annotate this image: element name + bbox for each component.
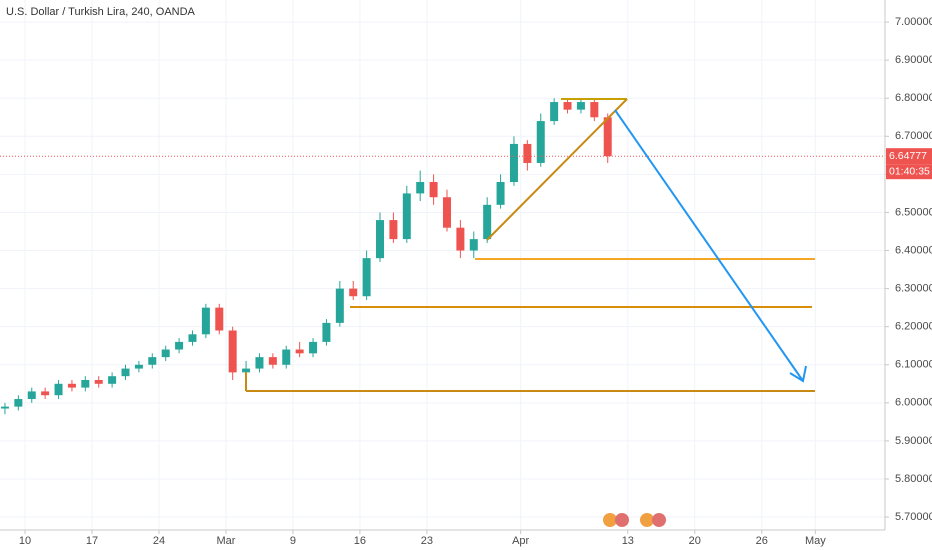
x-tick-label: 23 bbox=[421, 535, 433, 547]
x-tick-label: Apr bbox=[512, 535, 529, 547]
candle-body bbox=[456, 227, 465, 251]
x-tick-label: 13 bbox=[622, 535, 634, 547]
candle-body bbox=[242, 368, 251, 373]
grid bbox=[0, 0, 885, 530]
candle-body bbox=[228, 330, 237, 373]
arrow-head bbox=[789, 365, 807, 383]
drawings bbox=[245, 98, 815, 392]
candle-body bbox=[134, 364, 143, 369]
candle-body bbox=[108, 376, 117, 384]
candle-body bbox=[14, 399, 23, 407]
x-tick-label: May bbox=[805, 535, 826, 547]
candle-body bbox=[175, 341, 184, 350]
candle-body bbox=[54, 383, 63, 396]
candle-body bbox=[309, 341, 318, 354]
x-tick-label: 26 bbox=[756, 535, 768, 547]
candle-body bbox=[148, 357, 157, 365]
candle-body bbox=[523, 143, 532, 163]
candle-body bbox=[41, 391, 50, 396]
chart-title: U.S. Dollar / Turkish Lira, 240, OANDA bbox=[6, 6, 196, 18]
x-tick-label: Mar bbox=[216, 535, 235, 547]
event-icon bbox=[603, 513, 617, 527]
candle-body bbox=[282, 349, 291, 365]
triangle-side bbox=[486, 98, 628, 241]
candle-body bbox=[376, 220, 385, 259]
y-tick-label: 6.20000 bbox=[895, 321, 932, 333]
candle-body bbox=[563, 102, 572, 110]
x-tick-label: 10 bbox=[19, 535, 31, 547]
candle-body bbox=[496, 181, 505, 205]
axes: 5.70000 5.80000 5.90000 6.00000 6.10000 6.200… bbox=[19, 16, 932, 547]
candle-body bbox=[67, 383, 76, 388]
candle-body bbox=[201, 307, 210, 335]
countdown-bg bbox=[886, 164, 932, 180]
candle-body bbox=[268, 357, 277, 365]
x-tick-label: 16 bbox=[354, 535, 366, 547]
price-label-bg bbox=[886, 148, 932, 165]
y-tick-label: 6.10000 bbox=[895, 359, 932, 371]
candle-body bbox=[603, 117, 612, 157]
event-icon bbox=[640, 513, 654, 527]
forecast-arrow bbox=[614, 109, 804, 382]
x-tick-label: 17 bbox=[86, 535, 98, 547]
x-tick-label: 24 bbox=[153, 535, 165, 547]
candle-body bbox=[416, 181, 425, 194]
candle-body bbox=[429, 181, 438, 198]
y-tick-label: 6.00000 bbox=[895, 397, 932, 409]
candle-body bbox=[349, 288, 358, 297]
candle-body bbox=[0, 406, 9, 409]
y-tick-label: 5.80000 bbox=[895, 473, 932, 485]
x-tick-label: 20 bbox=[689, 535, 701, 547]
y-tick-label: 6.90000 bbox=[895, 54, 932, 66]
candle-body bbox=[509, 143, 518, 182]
candle-body bbox=[362, 258, 371, 297]
candle-body bbox=[576, 102, 585, 110]
y-tick-label: 6.80000 bbox=[895, 92, 932, 104]
current-price-label: 6.64777 bbox=[889, 150, 927, 162]
candle-body bbox=[188, 334, 197, 342]
y-tick-label: 5.90000 bbox=[895, 435, 932, 447]
countdown-label: 01:40:35 bbox=[889, 165, 930, 177]
candle-body bbox=[81, 379, 90, 388]
candle-body bbox=[161, 349, 170, 358]
candle-body bbox=[215, 307, 224, 331]
candle-body bbox=[550, 102, 559, 122]
candle-body bbox=[27, 391, 36, 400]
y-tick-label: 6.30000 bbox=[895, 283, 932, 295]
x-tick-label: 9 bbox=[290, 535, 296, 547]
y-tick-label: 6.70000 bbox=[895, 130, 932, 142]
candle-body bbox=[255, 357, 264, 369]
candle-body bbox=[402, 193, 411, 240]
event-icons bbox=[603, 513, 666, 527]
candle-body bbox=[389, 220, 398, 240]
candles bbox=[0, 98, 612, 415]
candle-body bbox=[94, 379, 103, 384]
candle-body bbox=[469, 239, 478, 251]
event-icon bbox=[615, 513, 629, 527]
candle-body bbox=[442, 197, 451, 228]
candle-body bbox=[590, 102, 599, 118]
candle-body bbox=[335, 288, 344, 323]
candle-body bbox=[536, 121, 545, 163]
candle-body bbox=[121, 368, 130, 377]
candle-body bbox=[322, 322, 331, 342]
y-tick-label: 7.00000 bbox=[895, 16, 932, 28]
y-tick-label: 5.70000 bbox=[895, 511, 932, 523]
event-icon bbox=[652, 513, 666, 527]
y-tick-label: 6.40000 bbox=[895, 244, 932, 256]
y-tick-label: 6.50000 bbox=[895, 206, 932, 218]
candle-body bbox=[295, 349, 304, 354]
candle-body bbox=[483, 204, 492, 240]
